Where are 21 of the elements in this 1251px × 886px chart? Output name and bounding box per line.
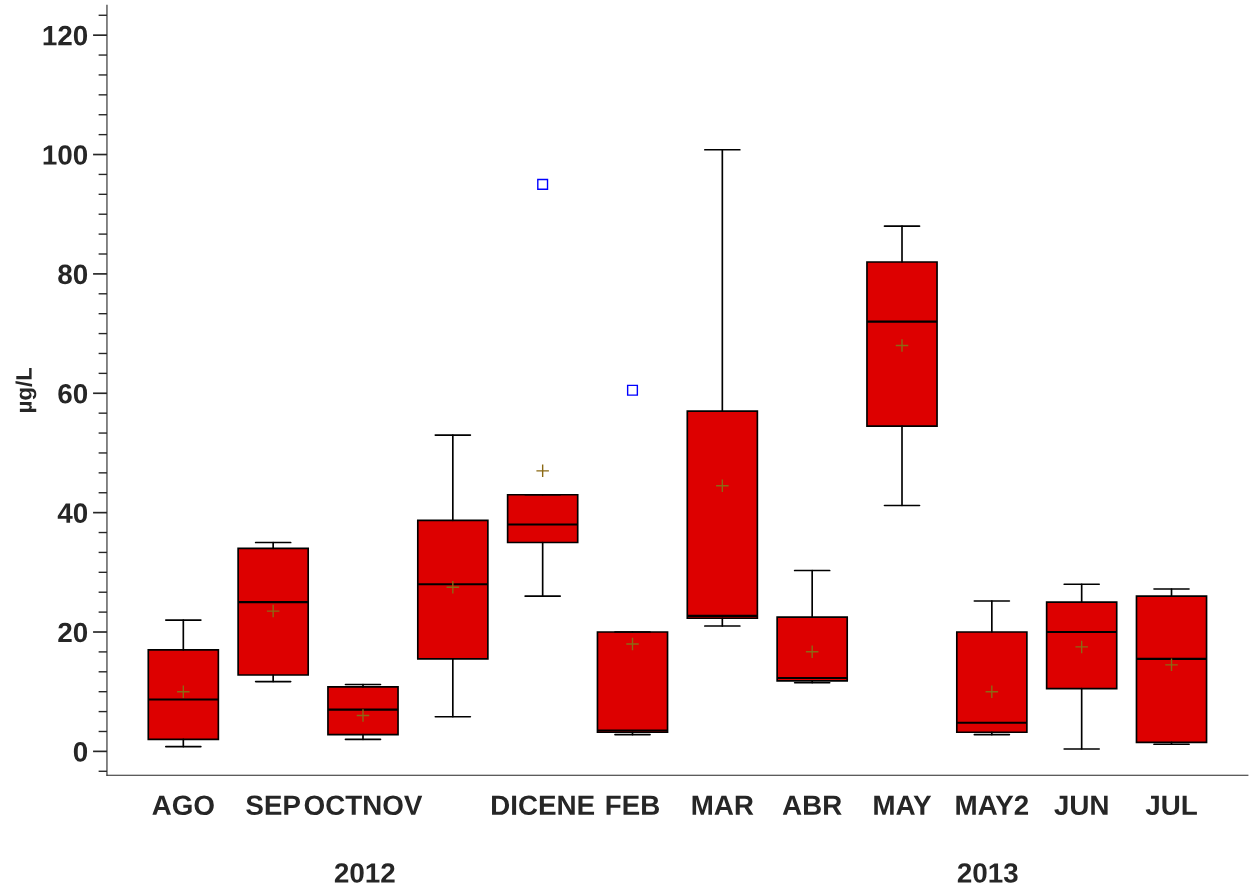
y-tick-label: 20 (58, 622, 88, 643)
x-tick-label: FEB (606, 795, 660, 815)
x-tick-label: SEP (246, 795, 300, 816)
y-tick-label: 0 (73, 742, 88, 762)
y-tick-label: 80 (58, 264, 88, 285)
y-tick-label: 60 (58, 383, 88, 404)
x-tick-label: MAY2 (956, 795, 1029, 815)
y-tick-label: 40 (57, 503, 88, 523)
x-tick-label: JUN (1054, 795, 1108, 816)
x-tick-label: AGO (152, 795, 214, 816)
y-tick-label: 100 (43, 145, 88, 165)
y-axis-title: µg/L (15, 367, 37, 412)
x-tick-label: OCTNOV (304, 795, 423, 816)
text: 2013 (957, 863, 1018, 883)
x-tick-label: JUL (1145, 795, 1197, 816)
x-tick-label: DICENE (492, 795, 595, 816)
y-tick-label: 120 (43, 25, 88, 46)
x-tick-label: ABR (782, 795, 842, 815)
x-tick-label: MAY (874, 795, 932, 815)
x-tick-label: MAR (692, 795, 754, 815)
text: 2012 (334, 863, 395, 883)
